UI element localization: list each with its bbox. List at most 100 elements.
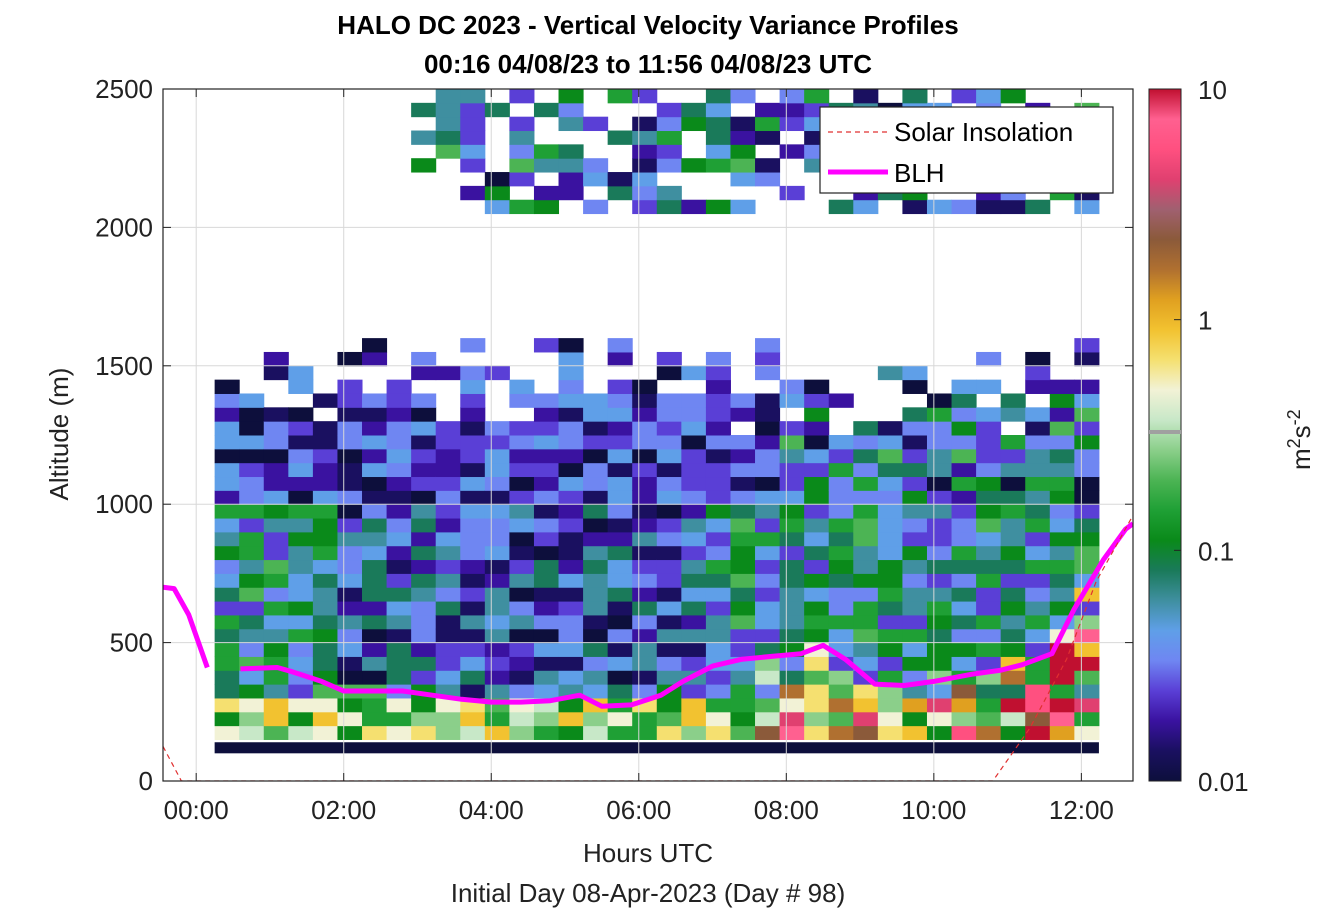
heatmap-cell	[1000, 518, 1026, 533]
heatmap-cell	[362, 531, 388, 547]
heatmap-cell	[976, 407, 1002, 422]
heatmap-cell	[681, 462, 707, 478]
heatmap-cell	[435, 462, 461, 478]
heatmap-cell	[877, 587, 903, 602]
heatmap-cell	[411, 490, 437, 505]
heatmap-cell	[804, 670, 830, 685]
heatmap-cell	[779, 614, 805, 630]
heatmap-cell	[804, 518, 830, 533]
heatmap-cell	[386, 587, 412, 602]
heatmap-cell	[386, 697, 412, 713]
heatmap-cell	[509, 490, 535, 505]
heatmap-cell	[337, 531, 363, 547]
heatmap-cell	[632, 421, 658, 436]
axes	[162, 88, 1134, 782]
heatmap-cell	[1049, 711, 1075, 727]
heatmap-cell	[607, 614, 633, 630]
heatmap-cell	[1049, 504, 1075, 519]
heatmap-cell	[1025, 490, 1051, 505]
heatmap-cell	[976, 697, 1002, 713]
heatmap-cell	[877, 476, 903, 491]
heatmap-cell	[902, 642, 928, 657]
heatmap-cell	[558, 365, 584, 381]
heatmap-cell	[779, 504, 805, 519]
heatmap-cell	[804, 435, 830, 450]
heatmap-cell	[853, 421, 879, 436]
heatmap-cell	[779, 476, 805, 491]
heatmap-cell	[411, 462, 437, 478]
heatmap-cell	[1049, 684, 1075, 699]
heatmap-cell	[1049, 476, 1075, 491]
heatmap-cell	[755, 116, 781, 132]
heatmap-cell	[755, 573, 781, 588]
heatmap-cell	[386, 518, 412, 533]
legend-box	[819, 106, 1114, 194]
heatmap-cell	[926, 642, 953, 657]
heatmap-cell	[435, 697, 461, 713]
heatmap-cell	[828, 614, 854, 630]
heatmap-cell	[1025, 435, 1051, 450]
heatmap-cell	[583, 158, 609, 173]
heatmap-cell	[632, 601, 658, 616]
heatmap-cell	[484, 421, 510, 436]
heatmap-cell	[730, 199, 756, 215]
heatmap-cell	[902, 199, 928, 215]
heatmap-cell	[558, 573, 584, 588]
heatmap-cell	[1025, 199, 1051, 215]
heatmap-cell	[362, 407, 388, 422]
heatmap-cell	[288, 379, 314, 394]
heatmap-cell	[656, 144, 682, 159]
heatmap-cell	[509, 393, 535, 408]
heatmap-cell	[705, 158, 731, 173]
heatmap-cell	[705, 351, 731, 367]
heatmap-cell	[828, 545, 854, 561]
heatmap-cell	[926, 559, 953, 574]
heatmap-cell	[926, 393, 953, 408]
heatmap-cell	[1049, 407, 1075, 422]
heatmap-cell	[533, 559, 560, 574]
heatmap-cell	[705, 559, 731, 574]
heatmap-cell	[755, 407, 781, 422]
heatmap-cell	[656, 601, 682, 616]
heatmap-cell	[583, 670, 609, 685]
heatmap-cell	[411, 365, 437, 381]
heatmap-cell	[484, 172, 510, 187]
heatmap-cell	[804, 628, 830, 644]
heatmap-cell	[755, 435, 781, 450]
heatmap-cell	[362, 601, 388, 616]
heatmap-cell	[533, 628, 560, 644]
heatmap-cell	[337, 435, 363, 450]
heatmap-cell	[877, 711, 903, 727]
heatmap-cell	[239, 393, 265, 408]
heatmap-cell	[607, 545, 633, 561]
heatmap-cell	[755, 351, 781, 367]
heatmap-cell	[926, 697, 953, 713]
heatmap-cell	[386, 614, 412, 630]
heatmap-cell	[951, 407, 977, 422]
heatmap-cell	[632, 476, 658, 491]
heatmap-cell	[214, 379, 240, 394]
heatmap-cell	[411, 421, 437, 436]
heatmap-cell	[902, 476, 928, 491]
heatmap-cell	[362, 435, 388, 450]
heatmap-cell	[877, 462, 903, 478]
heatmap-cell	[533, 199, 560, 215]
heatmap-cell	[288, 365, 314, 381]
heatmap-cell	[656, 642, 682, 657]
heatmap-cell	[877, 670, 903, 685]
heatmap-cell	[755, 158, 781, 173]
heatmap-cell	[656, 587, 682, 602]
heatmap-cell	[411, 587, 437, 602]
heatmap-cell	[607, 448, 633, 464]
heatmap-cell	[411, 476, 437, 491]
heatmap-cell	[951, 393, 977, 408]
heatmap-cell	[951, 628, 977, 644]
heatmap-cell	[1025, 407, 1051, 422]
heatmap-cell	[853, 642, 879, 657]
heatmap-cell	[951, 448, 977, 464]
heatmap-cell	[976, 531, 1002, 547]
legend: Solar Insolation BLH	[819, 106, 1114, 194]
heatmap-cell	[337, 601, 363, 616]
heatmap-cell	[1074, 504, 1100, 519]
heatmap-cell	[435, 628, 461, 644]
